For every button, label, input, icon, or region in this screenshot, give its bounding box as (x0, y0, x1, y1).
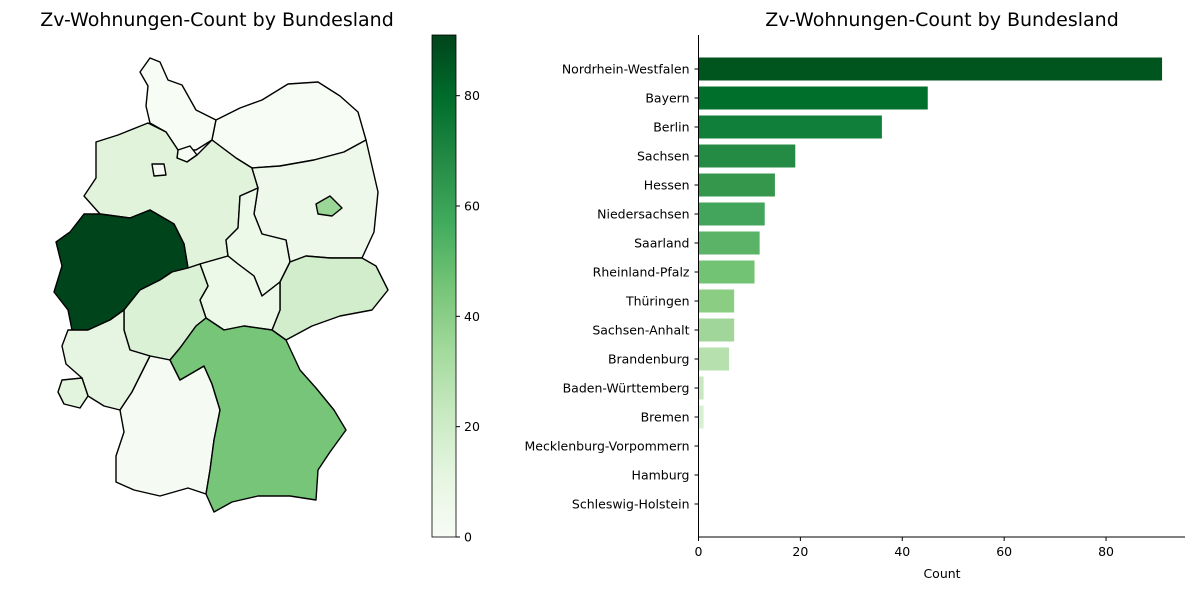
y-tick-label: Brandenburg (608, 352, 690, 367)
colorbar (431, 34, 457, 538)
colorbar-tick-label: 20 (464, 419, 480, 434)
y-tick-label: Rheinland-Pfalz (593, 265, 690, 280)
y-tick-label: Hessen (644, 178, 690, 193)
colorbar-tick-label: 80 (464, 88, 480, 103)
y-tick-label: Mecklenburg-Vorpommern (525, 439, 690, 454)
bar (698, 318, 735, 342)
bar-panel: Zv-Wohnungen-Count by Bundesland Nordrhe… (525, 9, 1185, 581)
x-tick-label: 60 (996, 544, 1012, 559)
y-tick-label: Berlin (653, 120, 689, 135)
y-tick-label: Baden-Württemberg (563, 381, 690, 396)
y-tick-label: Sachsen (637, 149, 690, 164)
y-tick-label: Nordrhein-Westfalen (562, 62, 690, 77)
region-bremen (151, 163, 167, 177)
bar (698, 144, 796, 168)
bar (698, 115, 882, 139)
colorbar-tick-label: 0 (464, 530, 472, 545)
x-axis-label: Count (923, 566, 960, 581)
region-bayern (169, 317, 347, 513)
bar (698, 289, 735, 313)
y-tick-label: Schleswig-Holstein (572, 497, 690, 512)
x-tick-label: 80 (1098, 544, 1114, 559)
bar (698, 57, 1163, 81)
map-panel: Zv-Wohnungen-Count by Bundesland (40, 9, 480, 545)
bar (698, 231, 760, 255)
region-berlin (315, 195, 343, 217)
x-tick-label: 20 (792, 544, 808, 559)
bar (698, 86, 928, 110)
region-sachsen (271, 255, 389, 341)
y-tick-label: Bremen (641, 410, 690, 425)
bar-chart-title: Zv-Wohnungen-Count by Bundesland (765, 9, 1119, 31)
y-tick-label: Bayern (645, 91, 689, 106)
map-title: Zv-Wohnungen-Count by Bundesland (40, 9, 394, 31)
x-tick-label: 0 (695, 544, 703, 559)
bar (698, 260, 755, 284)
x-tick-label: 40 (894, 544, 910, 559)
y-tick-label: Hamburg (632, 468, 690, 483)
colorbar-tick-label: 40 (464, 309, 480, 324)
y-tick-label: Saarland (634, 236, 689, 251)
y-tick-label: Niedersachsen (597, 207, 689, 222)
bar (698, 347, 730, 371)
bar (698, 202, 765, 226)
bar (698, 376, 704, 400)
y-tick-label: Thüringen (625, 294, 690, 309)
bar (698, 405, 704, 429)
colorbar-tick-label: 60 (464, 199, 480, 214)
y-tick-label: Sachsen-Anhalt (592, 323, 689, 338)
region-saarland (57, 377, 89, 409)
bar (698, 173, 775, 197)
